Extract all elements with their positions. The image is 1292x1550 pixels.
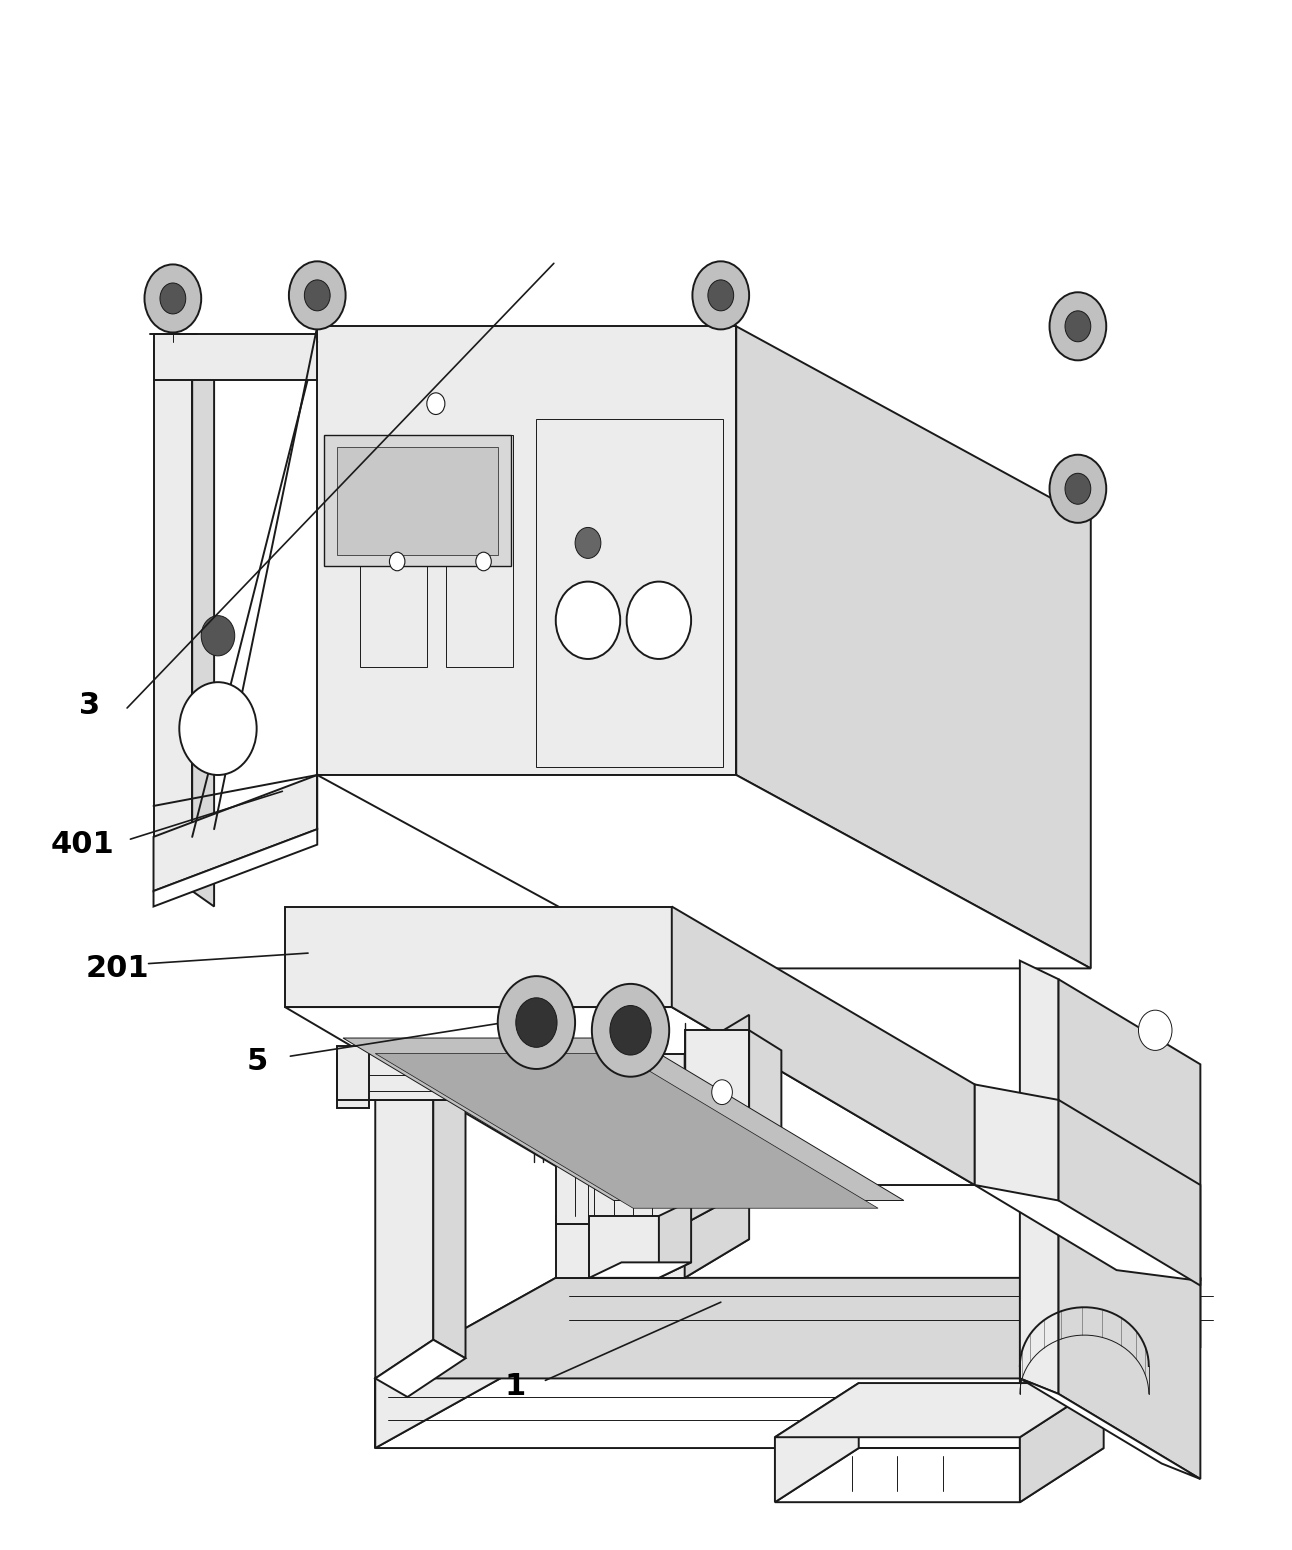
Circle shape (627, 581, 691, 659)
Polygon shape (736, 327, 1090, 969)
Polygon shape (286, 907, 672, 1008)
Polygon shape (286, 1008, 974, 1186)
Circle shape (556, 581, 620, 659)
Polygon shape (375, 1339, 465, 1397)
Circle shape (289, 262, 346, 330)
Circle shape (592, 984, 669, 1077)
Circle shape (497, 976, 575, 1070)
Polygon shape (685, 1065, 736, 1223)
Polygon shape (337, 446, 497, 555)
Polygon shape (517, 1046, 568, 1116)
Polygon shape (589, 1262, 691, 1277)
Polygon shape (1058, 980, 1200, 1280)
Polygon shape (375, 1277, 556, 1448)
Polygon shape (556, 1093, 685, 1223)
Circle shape (1138, 1011, 1172, 1051)
Polygon shape (685, 1015, 749, 1100)
Polygon shape (154, 829, 318, 907)
Circle shape (1065, 312, 1090, 343)
Circle shape (202, 615, 235, 656)
Polygon shape (1019, 1383, 1103, 1502)
Circle shape (1049, 293, 1106, 360)
Polygon shape (154, 335, 318, 380)
Circle shape (516, 998, 557, 1048)
Circle shape (1065, 473, 1090, 504)
Circle shape (575, 527, 601, 558)
Circle shape (708, 281, 734, 312)
Polygon shape (775, 1383, 1103, 1437)
Polygon shape (556, 1238, 749, 1277)
Text: 3: 3 (79, 691, 99, 719)
Circle shape (145, 265, 202, 333)
Circle shape (160, 284, 186, 315)
Polygon shape (589, 1215, 659, 1277)
Polygon shape (1019, 1378, 1200, 1479)
Polygon shape (556, 1197, 736, 1223)
Polygon shape (375, 1062, 433, 1378)
Polygon shape (775, 1383, 859, 1502)
Polygon shape (154, 775, 318, 891)
Polygon shape (775, 1448, 1103, 1502)
Polygon shape (1058, 1194, 1200, 1479)
Polygon shape (375, 1347, 1200, 1448)
Polygon shape (318, 775, 1090, 969)
Polygon shape (536, 418, 724, 767)
Polygon shape (607, 1054, 659, 1124)
Circle shape (693, 262, 749, 330)
Circle shape (305, 281, 331, 312)
Circle shape (180, 682, 257, 775)
Circle shape (475, 552, 491, 570)
Polygon shape (672, 907, 974, 1186)
Polygon shape (1019, 1277, 1200, 1448)
Polygon shape (344, 1038, 904, 1201)
Polygon shape (1019, 961, 1058, 1197)
Polygon shape (446, 434, 513, 666)
Circle shape (426, 392, 444, 414)
Polygon shape (337, 1054, 685, 1100)
Polygon shape (375, 1054, 879, 1207)
Text: 201: 201 (85, 953, 149, 983)
Polygon shape (433, 1062, 465, 1358)
Polygon shape (974, 1085, 1058, 1201)
Polygon shape (359, 434, 426, 666)
Polygon shape (318, 327, 736, 775)
Text: 5: 5 (247, 1046, 267, 1076)
Polygon shape (974, 1186, 1200, 1280)
Polygon shape (324, 434, 510, 566)
Text: 401: 401 (50, 831, 114, 859)
Polygon shape (337, 1062, 749, 1100)
Polygon shape (1058, 1100, 1200, 1285)
Polygon shape (685, 1119, 782, 1139)
Circle shape (389, 552, 404, 570)
Polygon shape (1019, 1178, 1058, 1393)
Polygon shape (154, 343, 193, 891)
Polygon shape (685, 1031, 749, 1119)
Polygon shape (337, 1046, 368, 1108)
Text: 1: 1 (504, 1372, 526, 1401)
Polygon shape (375, 1277, 1200, 1378)
Polygon shape (659, 1201, 691, 1277)
Circle shape (712, 1080, 733, 1105)
Polygon shape (193, 343, 214, 907)
Circle shape (610, 1006, 651, 1056)
Circle shape (1049, 454, 1106, 522)
Polygon shape (556, 1215, 685, 1277)
Polygon shape (685, 1178, 749, 1277)
Polygon shape (749, 1031, 782, 1139)
